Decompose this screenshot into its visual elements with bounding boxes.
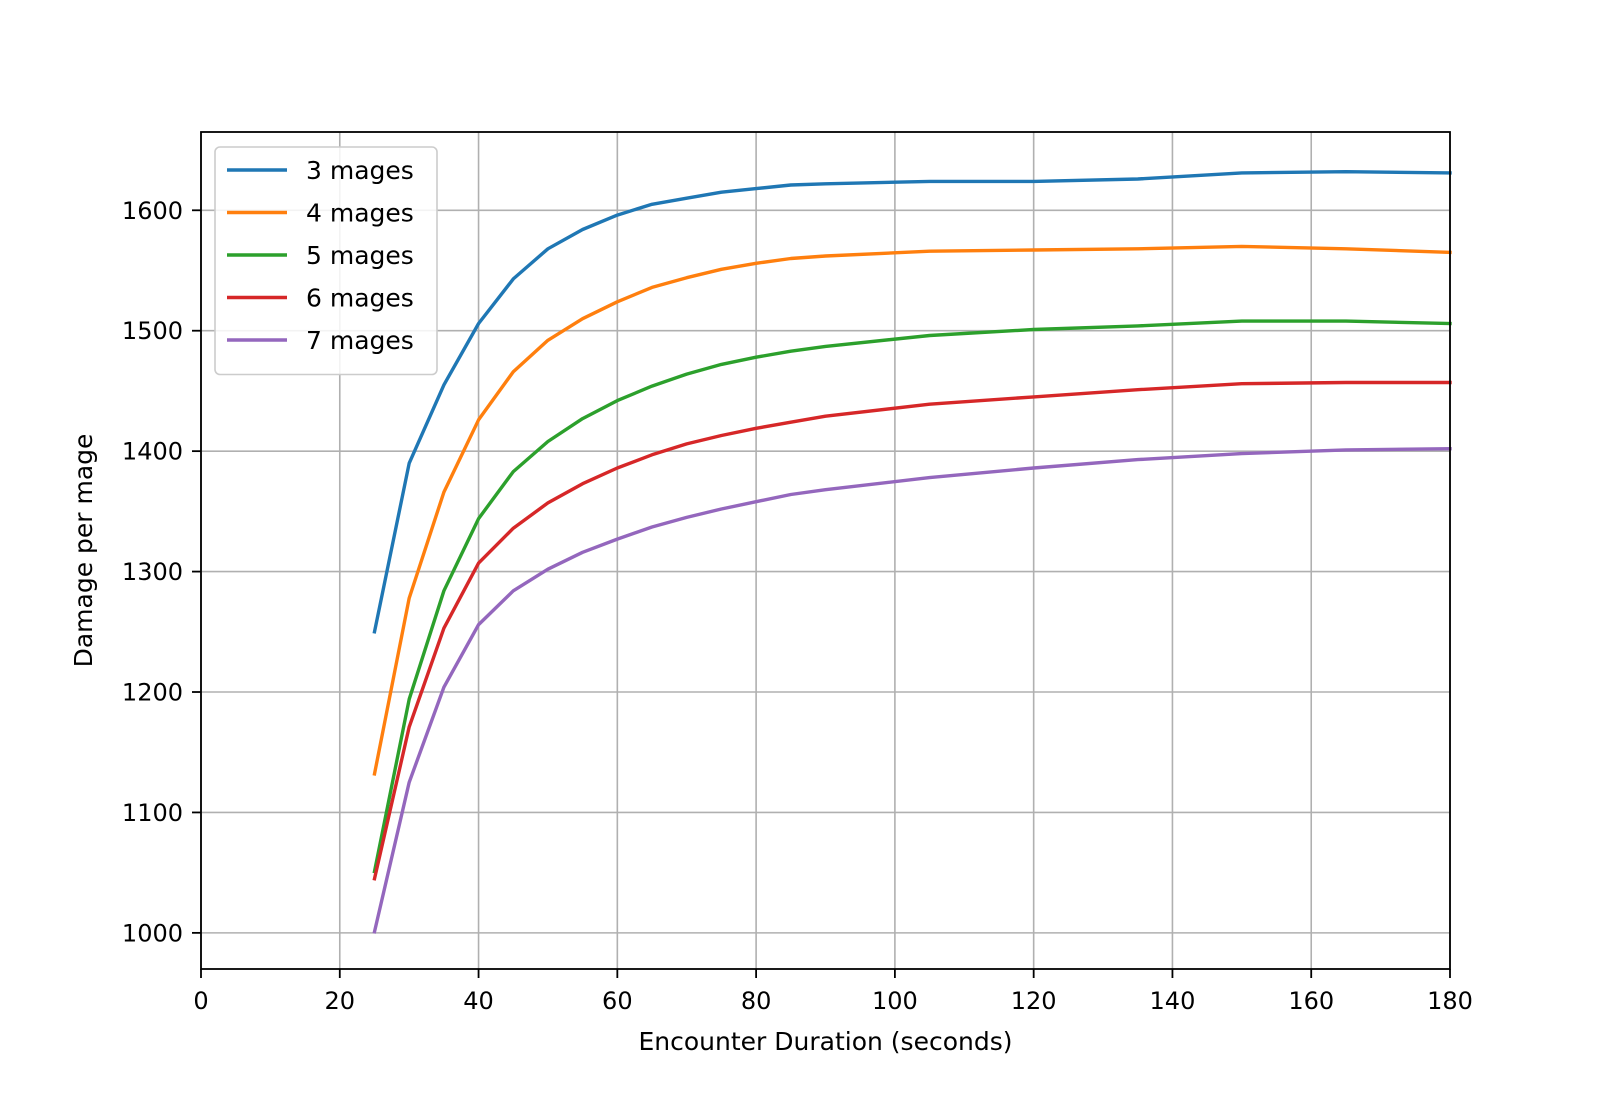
axis-ticks: 0 20 40 60 80 100 120 140 160 180 1000 1100 1200 1300… bbox=[122, 197, 1473, 1015]
y-tick-label: 1100 bbox=[122, 799, 183, 827]
y-tick-label: 1000 bbox=[122, 919, 183, 947]
y-tick-label: 1500 bbox=[122, 317, 183, 345]
x-tick-label: 160 bbox=[1288, 987, 1334, 1015]
x-tick-label: 180 bbox=[1427, 987, 1473, 1015]
x-tick-label: 40 bbox=[463, 987, 494, 1015]
y-axis-label: Damage per mage bbox=[69, 434, 98, 668]
legend-label: 3 mages bbox=[306, 156, 414, 185]
y-tick-label: 1600 bbox=[122, 197, 183, 225]
series-line-6-mages bbox=[372, 380, 1452, 881]
legend-label: 6 mages bbox=[306, 284, 414, 313]
y-tick-label: 1400 bbox=[122, 438, 183, 466]
x-tick-label: 80 bbox=[741, 987, 772, 1015]
series-line-4-mages bbox=[372, 244, 1452, 776]
series-line-7-mages bbox=[372, 446, 1452, 934]
x-tick-label: 60 bbox=[602, 987, 633, 1015]
legend-label: 4 mages bbox=[306, 199, 414, 228]
x-tick-label: 120 bbox=[1011, 987, 1057, 1015]
y-tick-label: 1300 bbox=[122, 558, 183, 586]
x-tick-label: 140 bbox=[1150, 987, 1196, 1015]
x-tick-label: 100 bbox=[872, 987, 918, 1015]
legend-box bbox=[214, 146, 438, 376]
legend-label: 7 mages bbox=[306, 326, 414, 355]
x-axis-label: Encounter Duration (seconds) bbox=[639, 1027, 1013, 1056]
legend: 3 mages 4 mages 5 mages 6 mages 7 mages bbox=[214, 146, 438, 376]
series-line-3-mages bbox=[372, 169, 1452, 634]
legend-label: 5 mages bbox=[306, 241, 414, 270]
series-line-5-mages bbox=[372, 319, 1452, 874]
x-tick-label: 20 bbox=[325, 987, 356, 1015]
series-lines bbox=[372, 169, 1452, 934]
grid-lines bbox=[200, 132, 1451, 969]
y-tick-label: 1200 bbox=[122, 679, 183, 707]
x-tick-label: 0 bbox=[193, 987, 208, 1015]
plot-frame bbox=[200, 131, 1451, 970]
